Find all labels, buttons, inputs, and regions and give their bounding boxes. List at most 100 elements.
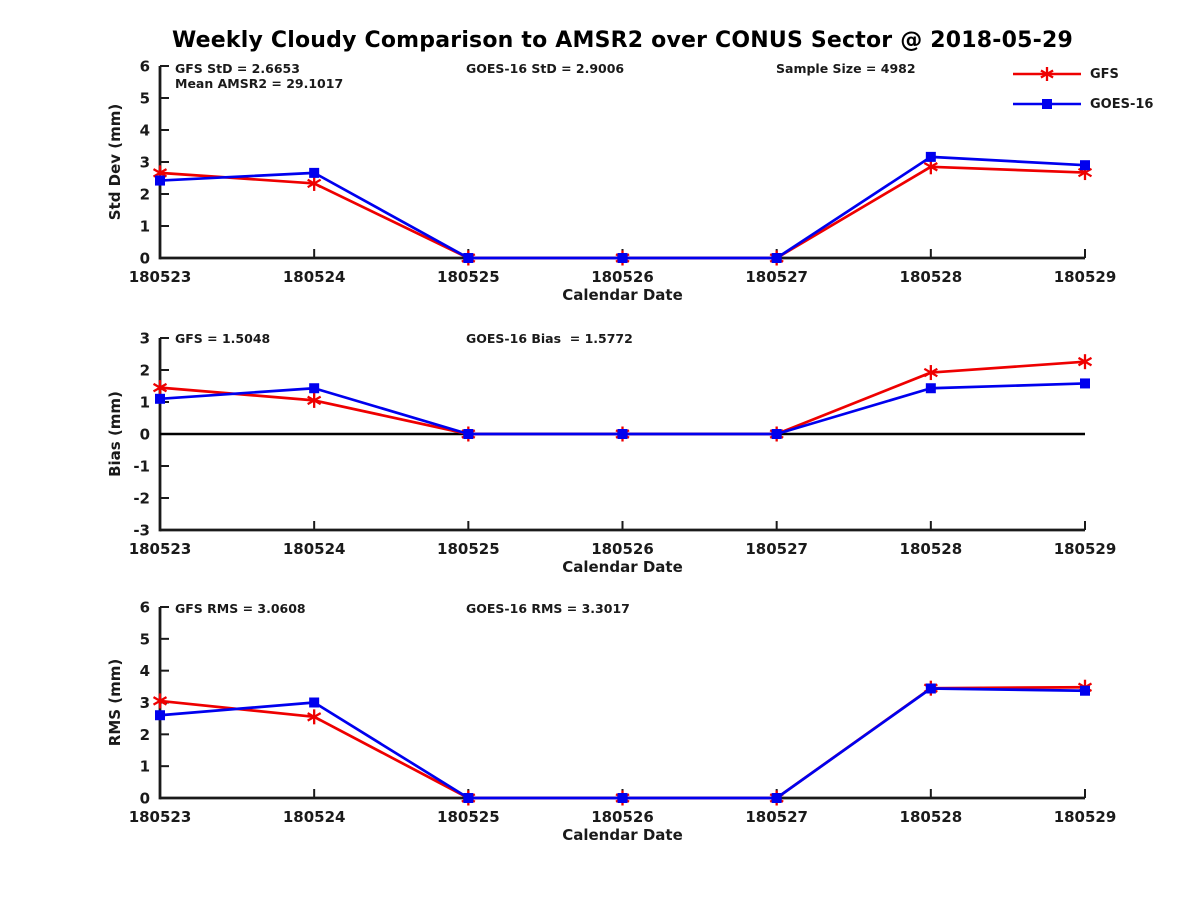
x-tick-label: 180525 xyxy=(437,540,500,558)
legend-entry-gfs: GFS xyxy=(1012,66,1119,82)
goes-16-marker xyxy=(617,429,628,439)
gfs-marker xyxy=(307,392,322,408)
x-tick-label: 180524 xyxy=(283,268,346,286)
gfs-rms-annotation: GFS RMS = 3.0608 xyxy=(175,601,306,616)
goes-16-marker xyxy=(617,793,628,803)
x-tick-label: 180529 xyxy=(1054,540,1117,558)
goes16-std-annotation: GOES-16 StD = 2.9006 xyxy=(466,61,625,76)
goes-16-marker xyxy=(309,167,320,178)
x-tick-label: 180529 xyxy=(1054,808,1117,826)
y-tick-label: -2 xyxy=(133,490,150,508)
goes-16-marker xyxy=(1080,160,1090,171)
y-tick-label: 5 xyxy=(140,90,150,108)
gfs-marker-arm xyxy=(307,712,322,722)
goes-16-marker xyxy=(155,710,165,721)
x-tick-label: 180524 xyxy=(283,808,346,826)
y-tick-label: 6 xyxy=(140,58,150,76)
y-tick-label: 2 xyxy=(140,362,150,380)
gfs-marker-arm xyxy=(923,162,938,172)
x-axis-label: Calendar Date xyxy=(562,558,683,576)
y-tick-label: 1 xyxy=(140,218,150,236)
goes16-bias-annotation: GOES-16 Bias = 1.5772 xyxy=(466,331,633,346)
x-tick-label: 180529 xyxy=(1054,268,1117,286)
gfs-marker xyxy=(307,175,322,191)
y-tick-label: 6 xyxy=(140,599,150,617)
y-tick-label: 3 xyxy=(140,154,150,172)
y-tick-label: 0 xyxy=(140,426,150,444)
y-tick-label: 3 xyxy=(140,694,150,712)
gfs-marker-arm xyxy=(152,696,168,706)
y-tick-label: 0 xyxy=(140,250,150,268)
goes-16-marker xyxy=(463,253,474,263)
gfs-line-sample xyxy=(1013,67,1081,81)
gfs-line xyxy=(159,165,1086,260)
goes-16-line xyxy=(159,382,1086,436)
x-axis-label: Calendar Date xyxy=(562,826,683,844)
x-tick-label: 180526 xyxy=(591,540,654,558)
legend-label-gfs: GFS xyxy=(1090,66,1119,82)
y-tick-label: 1 xyxy=(140,758,150,776)
goes-16-marker xyxy=(925,151,936,162)
y-tick-label: 2 xyxy=(140,726,150,744)
goes-16-marker xyxy=(1080,378,1090,389)
gfs-marker-arm xyxy=(1077,356,1093,367)
goes-16-marker xyxy=(771,793,782,803)
gfs-marker-arm xyxy=(152,382,168,393)
gfs-marker xyxy=(923,365,938,381)
y-tick-label: 0 xyxy=(140,790,150,808)
goes-16-marker xyxy=(617,253,628,263)
goes16-line-sample xyxy=(1013,99,1081,109)
x-tick-label: 180523 xyxy=(129,808,192,826)
goes-16-marker xyxy=(309,697,320,708)
legend-label-goes16: GOES-16 xyxy=(1090,96,1154,112)
goes-16-marker xyxy=(463,793,474,803)
x-tick-label: 180525 xyxy=(437,808,500,826)
x-tick-label: 180526 xyxy=(591,268,654,286)
legend-entry-goes16: GOES-16 xyxy=(1012,96,1153,112)
goes-16-marker xyxy=(155,175,165,186)
gfs-line xyxy=(159,360,1086,436)
std-dev-subplot: 0 1 2 3 4 5 6 180523 180524 180525 180526 180527 180… xyxy=(106,58,1116,305)
gfs-marker-arm xyxy=(923,367,938,378)
y-tick-label: 2 xyxy=(140,186,150,204)
goes-16-marker xyxy=(771,429,782,439)
x-axis-label: Calendar Date xyxy=(562,286,683,304)
y-tick-label: 3 xyxy=(140,330,150,348)
goes-16-marker xyxy=(1080,685,1090,696)
x-tick-label: 180528 xyxy=(900,808,963,826)
gfs-marker xyxy=(307,709,322,725)
goes-16-marker xyxy=(771,253,782,263)
gfs-marker-arm xyxy=(307,395,322,406)
gfs-std-annotation: GFS StD = 2.6653 xyxy=(175,61,300,76)
y-axis-label: Bias (mm) xyxy=(106,391,124,477)
x-tick-label: 180528 xyxy=(900,268,963,286)
x-tick-label: 180523 xyxy=(129,540,192,558)
gfs-marker-arm xyxy=(307,178,322,189)
goes16-rms-annotation: GOES-16 RMS = 3.3017 xyxy=(466,601,630,616)
goes-16-marker xyxy=(925,683,936,694)
gfs-marker xyxy=(1077,354,1093,370)
x-tick-label: 180528 xyxy=(900,540,963,558)
x-tick-label: 180524 xyxy=(283,540,346,558)
x-tick-label: 180526 xyxy=(591,808,654,826)
y-tick-label: -3 xyxy=(133,522,150,540)
goes-16-marker xyxy=(309,383,320,394)
goes-16-marker xyxy=(155,393,165,404)
x-tick-label: 180523 xyxy=(129,268,192,286)
sample-size-annotation: Sample Size = 4982 xyxy=(776,61,916,76)
bias-subplot: -3 -2 -1 0 1 2 3 180523 180524 180525 180526 180527… xyxy=(106,330,1116,577)
gfs-marker-arm xyxy=(152,168,168,178)
goes-16-line xyxy=(159,687,1086,800)
goes-16-marker xyxy=(925,383,936,394)
figure-title: Weekly Cloudy Comparison to AMSR2 over C… xyxy=(171,28,1073,53)
y-tick-label: -1 xyxy=(133,458,150,476)
gfs-bias-annotation: GFS = 1.5048 xyxy=(175,331,271,346)
rms-subplot: 0 1 2 3 4 5 6 180523 180524 180525 180526 180527 180… xyxy=(106,599,1116,845)
x-tick-label: 180525 xyxy=(437,268,500,286)
x-tick-label: 180527 xyxy=(745,268,808,286)
y-axis-label: RMS (mm) xyxy=(106,659,124,746)
gfs-marker xyxy=(152,693,168,709)
y-axis-label: Std Dev (mm) xyxy=(106,104,124,221)
